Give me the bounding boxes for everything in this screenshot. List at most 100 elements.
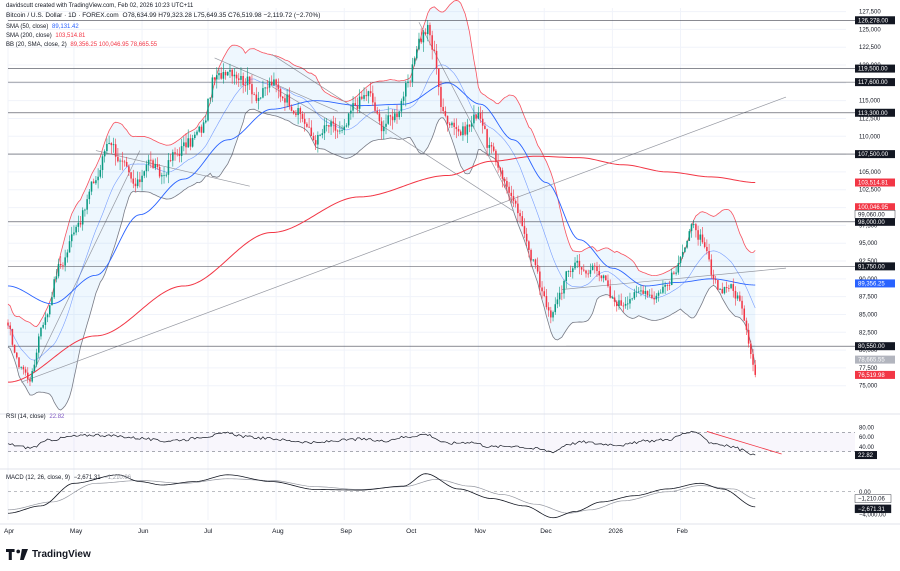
candle-body (692, 224, 695, 225)
candle-body (11, 328, 14, 345)
candle-body (339, 130, 341, 132)
candle-body (690, 224, 693, 232)
candle-body (433, 49, 436, 51)
candle-body (539, 271, 541, 288)
candle-body (205, 120, 207, 123)
candle-body (303, 118, 306, 124)
price-tick-label: 115,000 (859, 99, 881, 105)
candle-body (255, 94, 258, 101)
sma200-label: SMA (200, close) (6, 33, 52, 39)
price-badge (855, 203, 895, 212)
candle-body (183, 142, 185, 147)
rsi-legend[interactable]: RSI (14, close) 22.82 (6, 413, 66, 421)
candle-body (220, 73, 222, 79)
sma50-legend[interactable]: SMA (50, close) 89,131.42 (6, 23, 81, 31)
time-tick-label: Nov (474, 528, 486, 535)
candle-body (310, 127, 313, 136)
candle-body (279, 88, 282, 97)
candle-body (75, 226, 77, 233)
sma200-line (7, 155, 756, 383)
candle-body (295, 113, 297, 116)
candle-body (572, 268, 574, 273)
candle-body (653, 298, 655, 300)
candle-body (642, 290, 644, 294)
level-badge-label: 113,300.00 (858, 111, 888, 117)
price-tick-label: 80,000 (859, 348, 878, 354)
candle-body (174, 152, 176, 154)
candle-body (227, 71, 229, 76)
candle-body (552, 312, 554, 318)
price-badge (855, 279, 895, 288)
candle-body (367, 91, 370, 97)
candle-body (99, 170, 102, 177)
candle-body (411, 64, 414, 82)
brand-name: TradingView (32, 549, 91, 560)
macd-value: −2,671.31 (73, 475, 101, 481)
bb-basis (7, 64, 756, 361)
level-badge-label: 98,000.00 (858, 220, 885, 226)
candle-body (594, 265, 596, 267)
candle-body (334, 123, 337, 131)
candle-body (264, 87, 266, 89)
candle-body (664, 284, 666, 287)
rsi-badge (855, 451, 877, 460)
candle-body (9, 325, 11, 329)
candle-body (413, 58, 416, 65)
candle-body (565, 271, 567, 281)
candle-body (273, 79, 275, 86)
candle-body (637, 291, 640, 293)
candle-body (662, 286, 664, 293)
symbol-name[interactable]: Bitcoin / U.S. Dollar · 1D · FOREX.com (6, 12, 119, 19)
macd-legend[interactable]: MACD (12, 26, close, 9) −2,671.31 −1,210… (6, 474, 133, 482)
candle-body (13, 344, 16, 353)
candle-body (550, 310, 552, 318)
candle-body (200, 126, 203, 133)
candle-body (475, 114, 477, 119)
candle-body (275, 79, 277, 85)
candle-body (697, 230, 699, 240)
rsi-band (8, 432, 855, 452)
candle-body (213, 77, 216, 80)
candle-body (708, 251, 710, 260)
candle-body (172, 152, 174, 161)
time-tick-label: Sep (340, 528, 352, 535)
macd-tick-label: −4,000.00 (859, 512, 887, 518)
candle-body (224, 72, 227, 76)
candle-body (114, 144, 117, 157)
candle-body (277, 84, 280, 89)
candle-body (270, 81, 273, 86)
candle-body (574, 262, 576, 269)
candle-body (31, 371, 33, 382)
bb-legend[interactable]: BB (20, SMA, close, 2) 89,356.25 100,046… (6, 41, 159, 49)
candle-body (73, 232, 75, 235)
symbol-line: Bitcoin / U.S. Dollar · 1D · FOREX.com O… (6, 12, 322, 20)
candle-body (169, 160, 172, 161)
bb-values: 89,356.25 100,046.95 78,665.55 (70, 42, 158, 48)
candle-body (481, 118, 484, 126)
candle-body (416, 49, 418, 59)
level-badge-label: 107,500.00 (858, 152, 889, 158)
candle-body (409, 81, 411, 83)
candle-body (473, 114, 475, 124)
moving-averages (7, 64, 756, 383)
candle-body (156, 164, 159, 168)
candle-body (624, 303, 627, 306)
candle-body (598, 271, 600, 276)
candle-body (517, 203, 519, 214)
candle-body (514, 200, 517, 204)
candle-body (424, 32, 427, 35)
candle-body (714, 279, 717, 281)
price-tick-label: 77,500 (859, 366, 878, 372)
candle-body (158, 167, 161, 177)
sma200-legend[interactable]: SMA (200, close) 103,514.81 (6, 32, 87, 40)
candle-body (237, 78, 240, 80)
tradingview-logo[interactable]: TradingView (6, 549, 91, 560)
candle-body (319, 134, 321, 136)
candle-body (558, 292, 561, 300)
candle-body (402, 96, 405, 101)
candle-body (18, 357, 20, 368)
candle-body (451, 122, 453, 126)
candle-body (607, 280, 609, 287)
candle-body (437, 68, 440, 88)
